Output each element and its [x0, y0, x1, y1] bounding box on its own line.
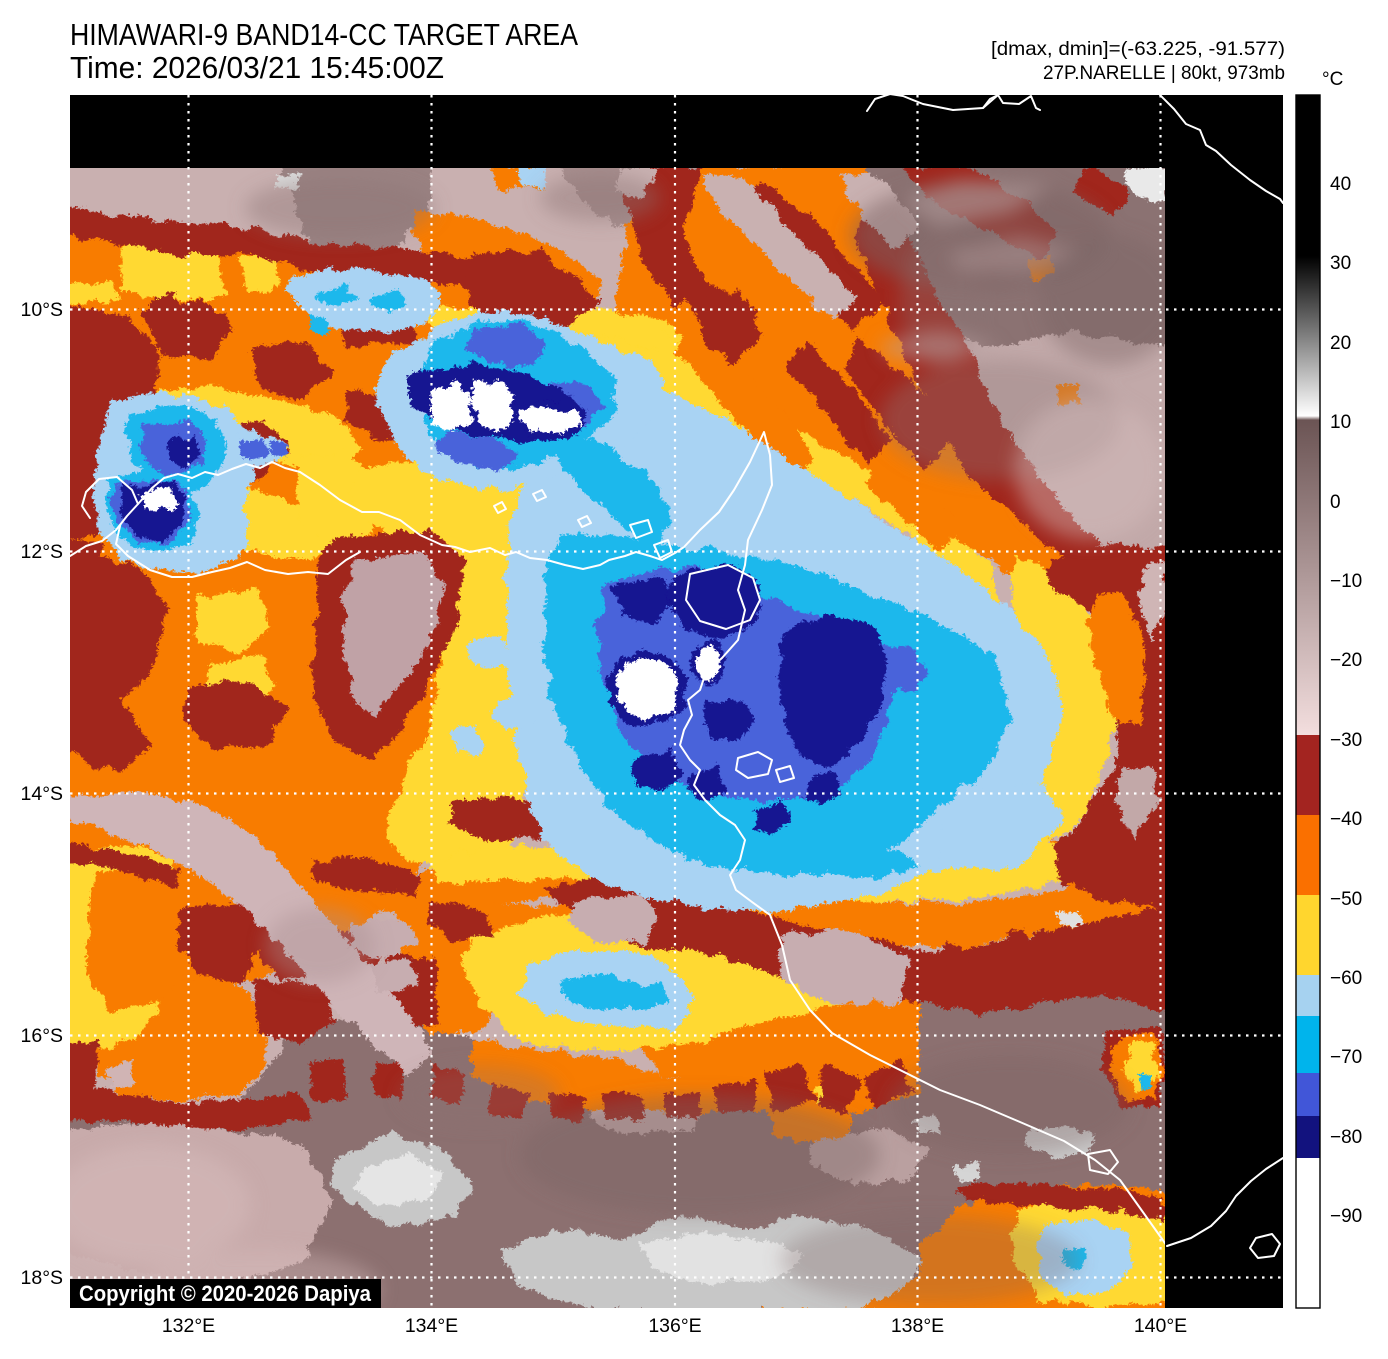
- svg-text:−20: −20: [1330, 650, 1362, 671]
- svg-text:132°E: 132°E: [162, 1315, 215, 1337]
- svg-text:12°S: 12°S: [21, 541, 64, 563]
- svg-text:134°E: 134°E: [405, 1315, 458, 1337]
- svg-text:10°S: 10°S: [21, 299, 64, 321]
- svg-text:16°S: 16°S: [21, 1025, 64, 1047]
- svg-text:Time: 2026/03/21 15:45:00Z: Time: 2026/03/21 15:45:00Z: [70, 50, 444, 85]
- svg-text:14°S: 14°S: [21, 783, 64, 805]
- svg-text:−90: −90: [1330, 1206, 1362, 1227]
- svg-text:−60: −60: [1330, 968, 1362, 989]
- svg-text:138°E: 138°E: [891, 1315, 944, 1337]
- svg-text:−50: −50: [1330, 889, 1362, 910]
- svg-text:−80: −80: [1330, 1127, 1362, 1148]
- svg-text:−40: −40: [1330, 809, 1362, 830]
- svg-text:HIMAWARI-9 BAND14-CC TARGET AR: HIMAWARI-9 BAND14-CC TARGET AREA: [70, 17, 578, 52]
- svg-text:140°E: 140°E: [1134, 1315, 1187, 1337]
- svg-text:27P.NARELLE | 80kt, 973mb: 27P.NARELLE | 80kt, 973mb: [1043, 62, 1285, 84]
- svg-text:136°E: 136°E: [648, 1315, 701, 1337]
- svg-text:[dmax, dmin]=(-63.225, -91.577: [dmax, dmin]=(-63.225, -91.577): [991, 38, 1285, 60]
- svg-text:20: 20: [1330, 333, 1351, 354]
- svg-text:Copyright © 2020-2026 Dapiya: Copyright © 2020-2026 Dapiya: [79, 1281, 372, 1306]
- svg-text:−70: −70: [1330, 1047, 1362, 1068]
- svg-text:18°S: 18°S: [21, 1267, 64, 1289]
- svg-text:10: 10: [1330, 412, 1351, 433]
- svg-text:40: 40: [1330, 174, 1351, 195]
- svg-text:30: 30: [1330, 253, 1351, 274]
- svg-text:−30: −30: [1330, 730, 1362, 751]
- svg-text:0: 0: [1330, 492, 1341, 513]
- svg-text:°C: °C: [1322, 69, 1343, 90]
- svg-text:−10: −10: [1330, 571, 1362, 592]
